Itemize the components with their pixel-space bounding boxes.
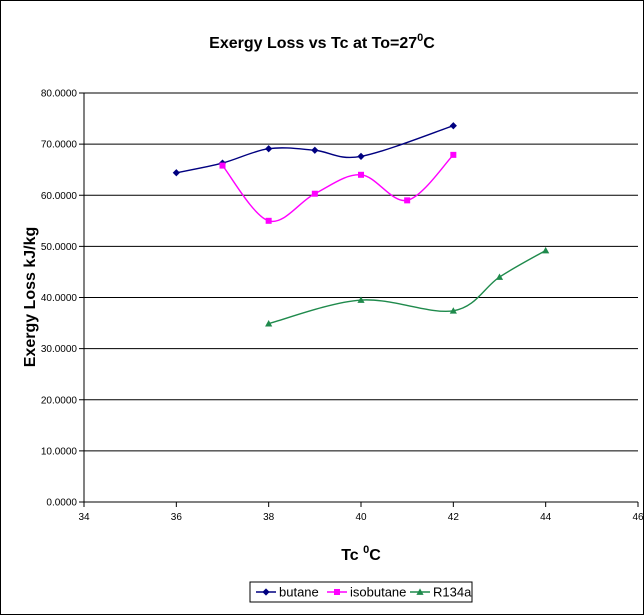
y-ticks: 0.0000 10.0000 20.0000 30.0000 40.0000 50.000… (41, 89, 84, 509)
legend-box (249, 581, 473, 603)
x-axis-label-tail: C (369, 547, 381, 564)
x-axis-label: Tc 0C (341, 544, 381, 564)
series-isobutane (219, 151, 457, 224)
y-tick-label-1: 10.0000 (41, 446, 78, 457)
x-ticks: 34 36 38 40 42 44 46 (78, 502, 644, 523)
y-tick-label-0: 0.0000 (46, 498, 77, 509)
series-line-isobutane (221, 154, 454, 223)
point-isobutane-0 (219, 162, 226, 169)
point-butane-2 (265, 145, 273, 153)
legend-label-isobutane: isobutane (350, 585, 406, 600)
point-butane-0 (172, 169, 180, 177)
y-tick-label-2: 20.0000 (41, 395, 78, 406)
point-R134a-0 (265, 319, 273, 327)
x-axis-label-sup: 0 (363, 544, 369, 556)
x-tick-label-4: 42 (448, 512, 460, 523)
legend-item-isobutane: isobutane (327, 585, 406, 600)
point-butane-3 (311, 146, 319, 154)
chart-title-tail: C (423, 35, 435, 52)
y-tick-label-6: 60.0000 (41, 191, 78, 202)
point-isobutane-1 (265, 217, 272, 224)
point-butane-4 (357, 152, 365, 160)
x-tick-label-1: 36 (171, 512, 183, 523)
y-tick-label-4: 40.0000 (41, 293, 78, 304)
x-tick-label-6: 46 (632, 512, 644, 523)
x-tick-label-3: 40 (355, 512, 367, 523)
legend-marker-isobutane (334, 589, 340, 595)
chart-title: Exergy Loss vs Tc at To=270C (209, 32, 435, 52)
y-tick-label-5: 50.0000 (41, 242, 78, 253)
point-butane-5 (449, 122, 457, 130)
x-axis-label-main: Tc (341, 547, 363, 564)
chart-title-sup: 0 (417, 32, 423, 44)
point-isobutane-3 (358, 171, 364, 178)
point-isobutane-5 (450, 151, 457, 158)
y-axis-label: Exergy Loss kJ/kg (22, 227, 39, 368)
legend-item-butane: butane (256, 585, 319, 600)
point-isobutane-4 (404, 197, 411, 204)
x-tick-label-2: 38 (263, 512, 275, 523)
x-tick-label-0: 34 (78, 512, 90, 523)
legend-marker-butane (262, 588, 270, 596)
series-line-R134a (268, 249, 547, 325)
y-tick-label-7: 70.0000 (41, 140, 78, 151)
legend-item-R134a: R134a (410, 585, 472, 600)
chart-title-main: Exergy Loss vs Tc at To=27 (209, 35, 417, 52)
point-R134a-2 (449, 307, 457, 314)
legend-label-R134a: R134a (433, 585, 472, 600)
point-R134a-1 (357, 296, 365, 303)
y-tick-label-3: 30.0000 (41, 344, 78, 355)
point-R134a-4 (542, 246, 550, 254)
point-isobutane-2 (311, 190, 318, 197)
series-R134a (265, 246, 550, 327)
legend-marker-R134a (416, 588, 424, 595)
legend-label-butane: butane (279, 585, 319, 600)
legend: butane isobutane R134a (249, 581, 473, 603)
x-tick-label-5: 44 (540, 512, 552, 523)
point-R134a-3 (495, 273, 504, 280)
y-tick-label-8: 80.0000 (41, 89, 78, 100)
series-layer (172, 122, 550, 327)
